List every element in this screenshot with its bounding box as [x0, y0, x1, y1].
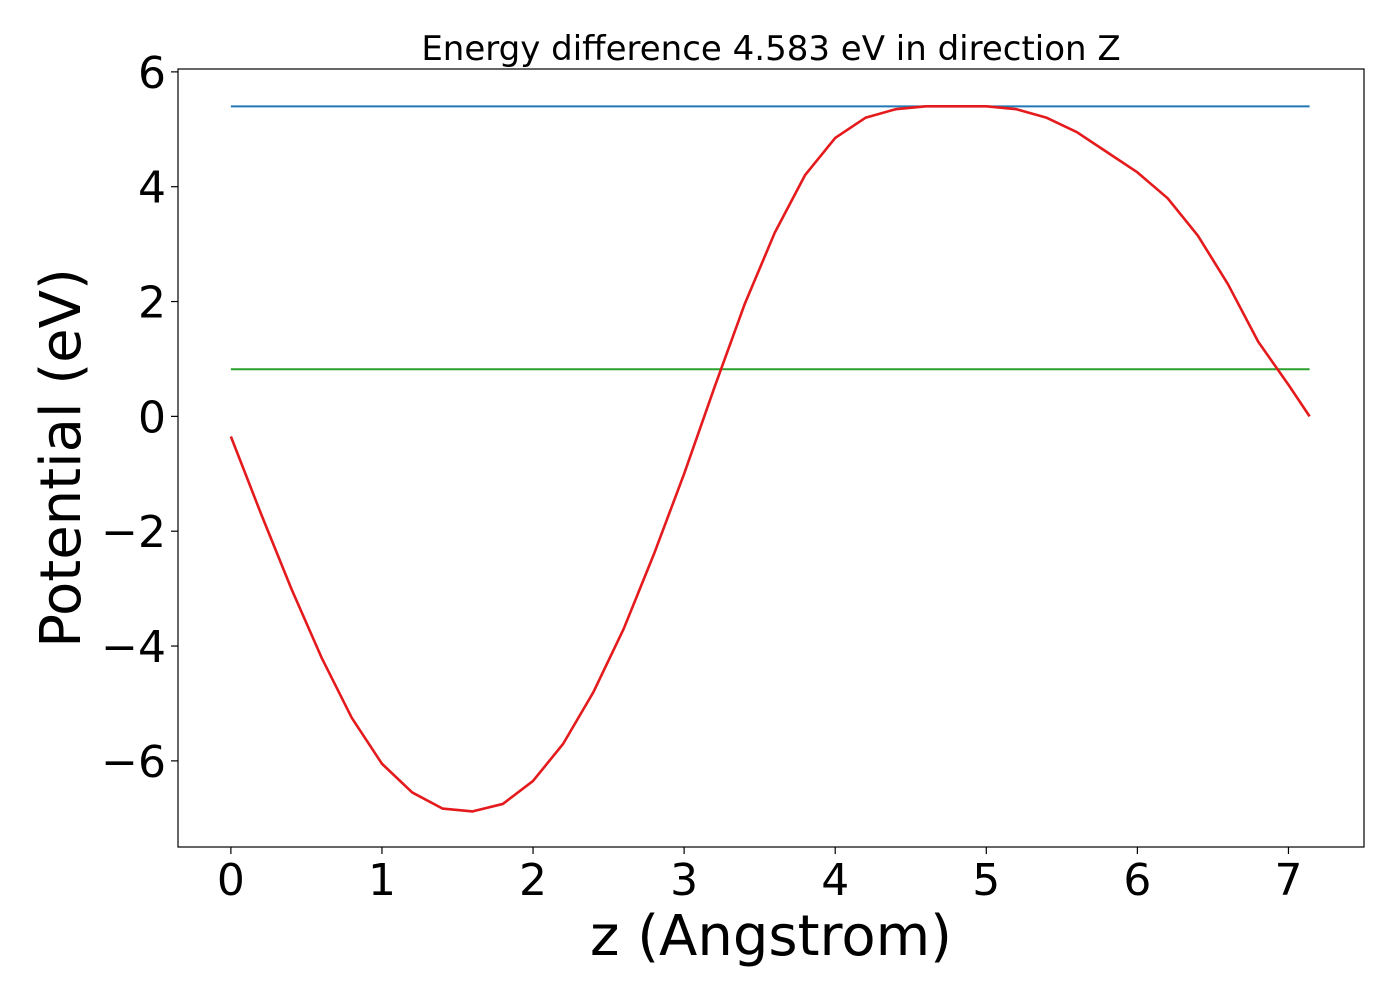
plot-frame	[177, 68, 1365, 848]
x-tick-label: 4	[821, 855, 849, 906]
y-tick-label: −6	[101, 737, 166, 788]
y-tick-label: −4	[101, 622, 166, 673]
x-tick-label: 7	[1274, 855, 1302, 906]
x-tick-label: 1	[368, 855, 396, 906]
plot-area	[229, 105, 1311, 813]
x-tick-label: 6	[1123, 855, 1151, 906]
x-tick-label: 2	[519, 855, 547, 906]
x-tick-label: 3	[670, 855, 698, 906]
y-tick-label: 2	[138, 278, 166, 329]
y-tick-label: 6	[138, 48, 166, 99]
x-tick-label: 5	[972, 855, 1000, 906]
y-tick-label: −2	[101, 507, 166, 558]
potential-curve	[229, 105, 1311, 813]
x-axis: 0 1 2 3 4 5 6 7	[217, 847, 1302, 906]
y-axis-title: Potential (eV)	[29, 268, 94, 648]
y-tick-label: 4	[138, 163, 166, 214]
y-axis: −6 −4 −2 0 2 4 6	[101, 48, 178, 788]
y-tick-label: 0	[138, 392, 166, 443]
chart-title: Energy difference 4.583 eV in direction …	[421, 29, 1120, 69]
x-axis-title: z (Angstrom)	[590, 904, 952, 969]
x-tick-label: 0	[217, 855, 245, 906]
